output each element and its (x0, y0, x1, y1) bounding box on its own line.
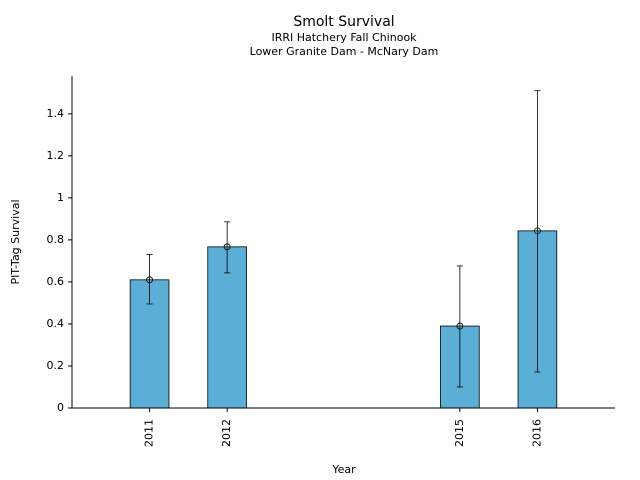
y-tick-label: 0.8 (47, 233, 65, 246)
y-axis-label: PIT-Tag Survival (9, 199, 22, 284)
x-tick-label: 2011 (143, 419, 156, 447)
x-axis-label: Year (331, 463, 356, 476)
y-tick-label: 0.4 (47, 317, 65, 330)
y-tick-label: 1.4 (47, 107, 65, 120)
y-tick-label: 0 (57, 401, 64, 414)
chart-subtitle: IRRI Hatchery Fall Chinook (271, 31, 417, 44)
chart-title: Smolt Survival (293, 14, 394, 30)
x-tick-label: 2012 (220, 419, 233, 447)
y-tick-label: 0.2 (47, 359, 65, 372)
y-tick-label: 0.6 (47, 275, 65, 288)
point-marker (534, 227, 541, 235)
chart-subtitle: Lower Granite Dam - McNary Dam (250, 45, 439, 58)
y-tick-label: 1.2 (47, 149, 65, 162)
x-tick-label: 2016 (530, 419, 543, 447)
point-marker (223, 243, 231, 251)
x-tick-label: 2015 (453, 419, 466, 447)
y-tick-label: 1 (57, 191, 64, 204)
point-marker (456, 322, 464, 330)
point-marker (146, 276, 153, 284)
